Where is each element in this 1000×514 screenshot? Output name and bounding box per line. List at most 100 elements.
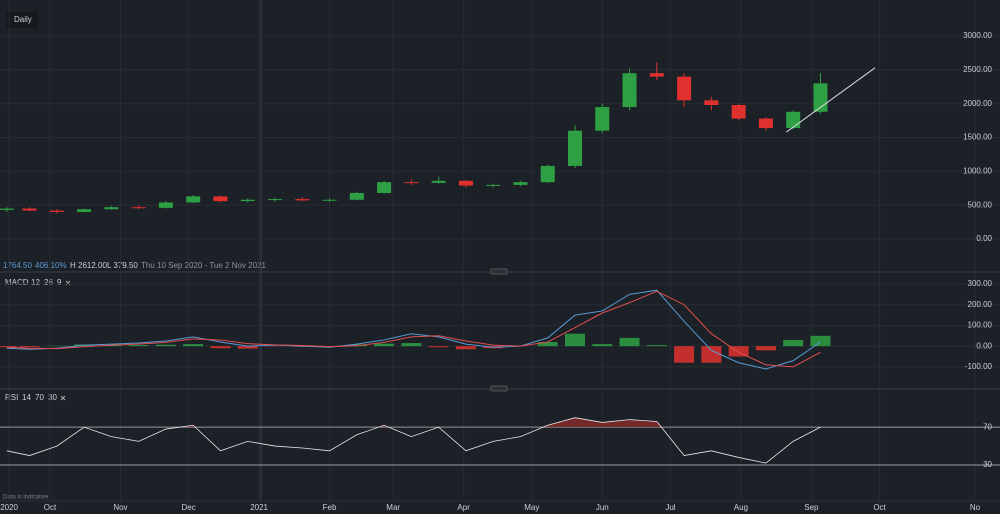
x-tick-label: Dec [182, 503, 196, 512]
y-tick-label: 200.00 [968, 300, 993, 309]
candle-body [104, 207, 119, 210]
x-tick-label: Nov [113, 503, 127, 512]
candle-body [404, 182, 419, 184]
histogram-bar [101, 345, 122, 347]
x-tick-label: Mar [386, 503, 400, 512]
y-tick-label: 2500.00 [963, 65, 992, 74]
candle-body [513, 182, 528, 185]
candle-body [486, 184, 501, 186]
candle-body [22, 208, 37, 211]
histogram-bar [674, 346, 695, 363]
candle-body [458, 180, 473, 186]
interval-button[interactable] [6, 12, 38, 28]
y-tick-label: -100.00 [965, 362, 993, 371]
histogram-bar [537, 342, 558, 347]
macd-line [6, 289, 821, 370]
histogram-bar [210, 346, 231, 349]
candle-body [786, 111, 801, 129]
candle-body [540, 165, 555, 183]
rsi-param: 70 [35, 393, 44, 402]
candle-body [77, 209, 92, 212]
candle-body [131, 207, 146, 209]
x-tick-label: 2021 [250, 503, 268, 512]
histogram-bar [183, 344, 204, 347]
histogram-bar [701, 346, 722, 363]
histogram-bar [810, 335, 831, 347]
macd-param: 26 [44, 278, 53, 287]
candle-body [322, 199, 337, 201]
x-tick-label: May [524, 503, 539, 512]
macd-param: 12 [31, 278, 40, 287]
histogram-bar [646, 345, 667, 347]
rsi-param: 14 [22, 393, 31, 402]
candle-body [568, 130, 582, 166]
x-tick-label: Aug [734, 503, 748, 512]
high: H 2612.00 [70, 261, 107, 270]
y-tick-label: 30 [983, 460, 992, 469]
resize-handle[interactable] [490, 385, 508, 392]
histogram-bar [565, 333, 585, 347]
x-tick-label: No [970, 503, 981, 512]
y-tick-label: 70 [983, 422, 992, 431]
candle-body [431, 180, 446, 183]
x-tick-label: Oct [873, 503, 886, 512]
candle-body [0, 208, 14, 210]
histogram-bar [155, 344, 176, 347]
histogram-bar [19, 346, 40, 348]
candle-body [49, 210, 64, 212]
resize-handle[interactable] [490, 268, 508, 275]
low: L 379.50 [107, 261, 138, 270]
overbought-area [6, 417, 821, 428]
histogram-bar [374, 343, 395, 347]
last-price: 1764.50 [3, 261, 32, 270]
x-tick-label: Jul [665, 503, 675, 512]
signal-line [6, 290, 821, 368]
rsi-line [6, 417, 821, 464]
histogram-bar [455, 346, 476, 350]
x-tick-label: Feb [323, 503, 337, 512]
candle-body [677, 76, 692, 101]
candle-body [595, 107, 610, 131]
y-tick-label: 0.00 [976, 341, 992, 350]
y-tick-label: 0.00 [976, 234, 992, 243]
y-tick-label: 3000.00 [963, 31, 992, 40]
candle-body [731, 105, 746, 119]
histogram-bar [728, 346, 749, 357]
candle-body [213, 196, 228, 202]
candle-body [758, 118, 773, 129]
y-tick-label: 100.00 [968, 321, 993, 330]
y-tick-label: 500.00 [968, 200, 993, 209]
rsi-label: RSI [5, 393, 18, 402]
x-tick-label: Sep [804, 503, 819, 512]
interval-label: Daily [14, 15, 32, 24]
candle-body [377, 182, 392, 193]
histogram-bar [428, 346, 449, 348]
candle-body [349, 192, 364, 200]
y-tick-label: 1500.00 [963, 133, 992, 142]
histogram-bar [401, 343, 422, 347]
candle-body [268, 199, 282, 201]
histogram-bar [783, 339, 804, 347]
histogram-bar [128, 345, 149, 347]
x-tick-label: 2020 [0, 503, 18, 512]
macd-label: MACD [5, 278, 29, 287]
x-tick-label: Apr [457, 503, 470, 512]
histogram-bar [592, 344, 613, 347]
candle-body [158, 202, 173, 208]
histogram-bar [237, 346, 258, 349]
close-icon[interactable] [60, 395, 66, 401]
x-tick-label: Oct [44, 503, 57, 512]
y-tick-label: 2000.00 [963, 99, 992, 108]
histogram-bar [755, 346, 776, 351]
macd-param: 9 [57, 278, 62, 287]
candle-body [240, 199, 255, 202]
y-tick-label: 1000.00 [963, 166, 992, 175]
candle-body [622, 73, 637, 108]
change: 406.10% [35, 261, 67, 270]
histogram-bar [619, 337, 640, 347]
candle-body [704, 100, 719, 106]
candle-body [295, 199, 310, 201]
histogram-bar [0, 346, 17, 348]
trend-line [786, 67, 876, 133]
